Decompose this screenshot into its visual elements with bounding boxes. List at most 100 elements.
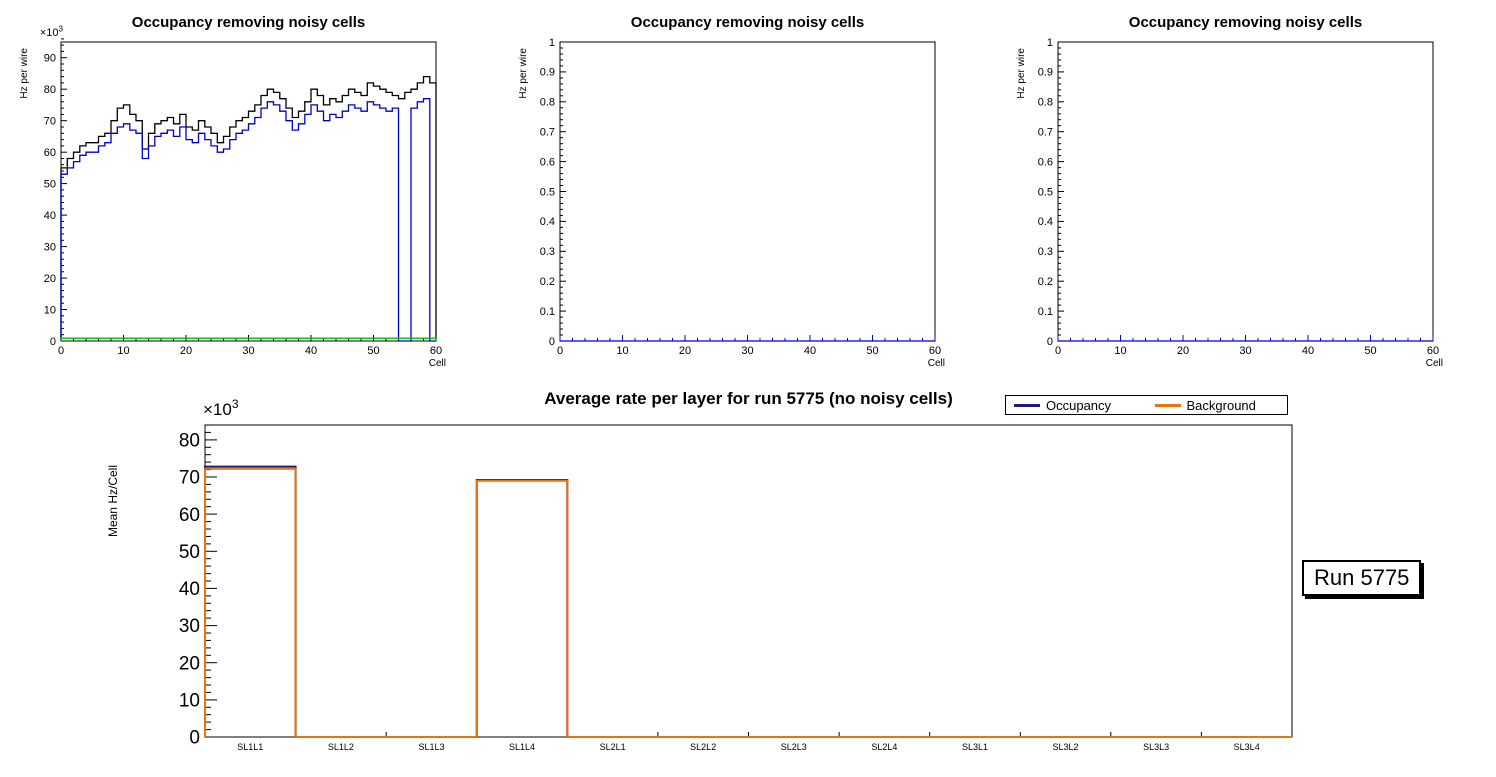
svg-text:SL3L2: SL3L2 [1052,742,1078,752]
svg-text:0.9: 0.9 [1038,67,1053,79]
svg-text:30: 30 [242,345,254,357]
svg-text:40: 40 [1302,345,1314,357]
svg-text:60: 60 [179,505,200,526]
svg-text:0: 0 [1047,336,1053,348]
svg-text:0.4: 0.4 [1038,216,1053,228]
svg-text:0.2: 0.2 [1038,276,1053,288]
svg-text:0: 0 [549,336,555,348]
svg-text:20: 20 [179,653,200,674]
svg-text:10: 10 [117,345,129,357]
svg-text:SL1L3: SL1L3 [418,742,444,752]
svg-text:20: 20 [1177,345,1189,357]
svg-text:0.4: 0.4 [540,216,555,228]
svg-text:60: 60 [929,345,941,357]
svg-text:SL3L1: SL3L1 [962,742,988,752]
svg-text:0.9: 0.9 [540,67,555,79]
chart-title: Occupancy removing noisy cells [131,14,366,31]
legend: Occupancy Background [1005,395,1288,415]
svg-text:1: 1 [549,37,555,49]
svg-text:50: 50 [1364,345,1376,357]
svg-text:10: 10 [1114,345,1126,357]
svg-text:10: 10 [44,304,56,316]
svg-text:30: 30 [179,616,200,637]
svg-text:0.5: 0.5 [540,186,555,198]
background-line-swatch [1154,403,1181,407]
svg-text:20: 20 [44,273,56,285]
svg-text:0: 0 [557,345,563,357]
svg-text:50: 50 [179,542,200,563]
svg-text:0.7: 0.7 [1038,127,1053,139]
svg-text:0.8: 0.8 [1038,97,1053,109]
svg-text:10: 10 [616,345,628,357]
chart-svg: 00.10.20.30.40.50.60.70.80.910 10 20 30 40 50… [518,37,945,369]
occupancy-chart-3: 0 0.1 0.2 0.3 0.4 0.5 0.6 0.7 0.8 0.9 1 0 10 20 30 40 50… [997,0,1496,375]
svg-text:×103: ×103 [40,24,64,39]
legend-entry-background: Background [1147,398,1288,413]
svg-text:60: 60 [1427,345,1439,357]
svg-text:SL2L1: SL2L1 [600,742,626,752]
occupancy-panel-1: Occupancy removing noisy cells 0 10 20 30 40… [0,0,499,375]
svg-text:Cell: Cell [429,358,446,369]
svg-text:0.5: 0.5 [1038,186,1053,198]
svg-text:80: 80 [44,84,56,96]
chart-title: Occupancy removing noisy cells [1128,14,1363,31]
svg-text:Hz per wire: Hz per wire [518,48,529,99]
svg-text:×103: ×103 [203,397,239,419]
svg-text:40: 40 [804,345,816,357]
svg-text:0: 0 [1055,345,1061,357]
svg-text:0.3: 0.3 [540,246,555,258]
svg-text:60: 60 [430,345,442,357]
svg-text:0.6: 0.6 [1038,156,1053,168]
svg-text:60: 60 [44,147,56,159]
svg-text:80: 80 [179,431,200,452]
svg-text:Hz per wire: Hz per wire [19,48,30,99]
svg-text:SL2L4: SL2L4 [871,742,897,752]
svg-text:SL1L4: SL1L4 [509,742,535,752]
svg-text:0.1: 0.1 [540,306,555,318]
occupancy-line-swatch [1014,403,1040,407]
svg-text:30: 30 [741,345,753,357]
svg-text:SL3L3: SL3L3 [1143,742,1169,752]
svg-text:40: 40 [305,345,317,357]
svg-text:50: 50 [866,345,878,357]
run-label-box: Run 5775 [1302,560,1422,596]
svg-text:90: 90 [44,53,56,65]
chart-svg: 0 10 20 30 40 50 60 70 80 90 0 10 20 30 40 50 60 Hz per w… [19,24,446,369]
chart-title: Average rate per layer for run 5775 (no … [544,389,953,408]
svg-text:70: 70 [179,468,200,489]
svg-text:20: 20 [679,345,691,357]
legend-label-occupancy: Occupancy [1046,397,1112,413]
svg-text:Mean Hz/Cell: Mean Hz/Cell [106,465,120,537]
legend-label-background: Background [1186,397,1256,413]
svg-text:SL1L1: SL1L1 [237,742,263,752]
svg-text:50: 50 [367,345,379,357]
svg-text:0: 0 [58,345,64,357]
run-label: Run 5775 [1314,565,1410,590]
svg-text:Cell: Cell [1426,358,1443,369]
legend-entry-occupancy: Occupancy [1006,398,1147,413]
svg-text:0.3: 0.3 [1038,246,1053,258]
svg-text:40: 40 [179,579,200,600]
svg-text:0: 0 [189,728,200,749]
svg-text:30: 30 [44,241,56,253]
svg-text:0.1: 0.1 [1038,306,1053,318]
average-rate-panel: Average rate per layer for run 5775 (no … [0,385,1300,772]
svg-text:Cell: Cell [928,358,945,369]
svg-text:40: 40 [44,210,56,222]
occupancy-chart-2: 0 0.1 0.2 0.3 0.4 0.5 0.6 0.7 0.8 0.9 1 0 10 20 30 40 50… [499,0,998,375]
chart-svg: 0 10 20 30 40 50 60 70 80 SL1L1 SL1L2 SL1L3 SL1L4 SL2… [106,397,1293,752]
svg-text:50: 50 [44,179,56,191]
svg-text:20: 20 [180,345,192,357]
chart-title: Occupancy removing noisy cells [630,14,865,31]
occupancy-panel-2: Occupancy removing noisy cells 0 0.1 0.2 0.… [499,0,998,375]
svg-text:0: 0 [50,336,56,348]
svg-text:SL2L3: SL2L3 [781,742,807,752]
occupancy-chart-1: 0 10 20 30 40 50 60 70 80 90 0 10 20 30 40 50 60 Hz per w… [0,0,499,375]
svg-text:SL1L2: SL1L2 [328,742,354,752]
svg-text:0.8: 0.8 [540,97,555,109]
svg-text:0.6: 0.6 [540,156,555,168]
svg-text:30: 30 [1239,345,1251,357]
svg-text:1: 1 [1047,37,1053,49]
svg-text:70: 70 [44,116,56,128]
svg-text:SL2L2: SL2L2 [690,742,716,752]
